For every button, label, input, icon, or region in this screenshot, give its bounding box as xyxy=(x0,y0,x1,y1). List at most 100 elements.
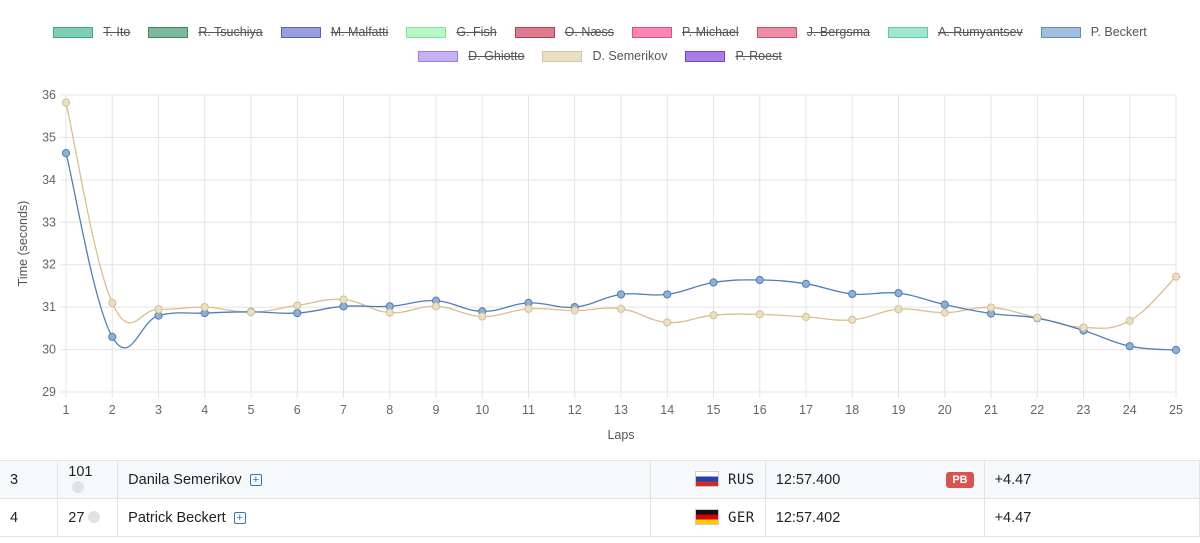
x-tick-label: 11 xyxy=(522,403,535,417)
data-point xyxy=(1033,313,1042,322)
legend-label: G. Fish xyxy=(456,25,497,39)
x-tick-label: 9 xyxy=(433,403,440,417)
position: 3 xyxy=(10,471,19,488)
legend-label: A. Rumyantsev xyxy=(937,25,1023,39)
x-tick-label: 17 xyxy=(799,403,813,417)
legend-label: J. Bergsma xyxy=(806,25,870,39)
expand-plus-icon[interactable]: + xyxy=(249,473,262,486)
data-point xyxy=(61,149,71,158)
x-tick-label: 22 xyxy=(1030,403,1044,417)
x-tick-label: 19 xyxy=(892,403,906,417)
skater-name: Patrick Beckert xyxy=(128,509,226,526)
data-point xyxy=(894,289,903,298)
legend-label: O. Næss xyxy=(564,25,614,39)
status-dot-icon xyxy=(72,480,85,493)
data-point xyxy=(709,278,718,287)
legend-item[interactable]: P. Beckert xyxy=(1040,25,1147,39)
x-tick-label: 18 xyxy=(845,403,859,417)
data-point xyxy=(339,302,348,311)
x-tick-label: 16 xyxy=(753,403,767,417)
legend-item[interactable]: T. Ito xyxy=(53,25,130,39)
y-axis-title: Time (seconds) xyxy=(16,201,30,287)
skater-name: Danila Semerikov xyxy=(128,471,242,488)
personal-best-badge: PB xyxy=(946,471,974,488)
data-point xyxy=(246,308,256,317)
x-tick-label: 1 xyxy=(63,403,70,417)
y-tick-label: 33 xyxy=(42,215,56,229)
data-point xyxy=(524,304,533,313)
nation-code: RUS xyxy=(727,472,755,488)
y-tick-label: 34 xyxy=(42,173,56,187)
y-tick-label: 31 xyxy=(42,300,56,314)
data-point xyxy=(894,305,903,314)
x-tick-label: 4 xyxy=(201,403,208,417)
results-cell: Patrick Beckert + xyxy=(117,498,651,537)
data-point xyxy=(293,301,302,310)
legend-swatch xyxy=(631,26,672,38)
finish-time: 12:57.402 xyxy=(775,509,841,526)
x-tick-label: 24 xyxy=(1123,403,1137,417)
results-row[interactable]: 4 27 Patrick Beckert + GER 12:57.402 +4.47 xyxy=(0,498,1200,537)
legend-swatch xyxy=(756,26,797,38)
results-cell: 12:57.402 xyxy=(765,498,985,537)
country-flag-icon xyxy=(694,509,719,525)
legend-item[interactable]: G. Fish xyxy=(406,25,497,39)
legend-swatch xyxy=(418,50,459,62)
legend-label: D. Ghiotto xyxy=(468,49,525,63)
data-point xyxy=(1171,272,1181,281)
data-point xyxy=(200,303,209,312)
data-point xyxy=(848,289,857,299)
legend-label: P. Michael xyxy=(681,25,739,39)
legend-label: D. Semerikov xyxy=(592,49,668,63)
data-point xyxy=(385,308,394,317)
y-tick-label: 30 xyxy=(42,343,56,357)
finish-time: 12:57.400 xyxy=(775,471,841,488)
data-point xyxy=(108,332,117,341)
legend-item[interactable]: A. Rumyantsev xyxy=(887,25,1023,39)
nation-code: GER xyxy=(727,510,755,526)
legend-item[interactable]: O. Næss xyxy=(514,25,614,39)
data-point xyxy=(616,304,626,313)
time-gap: +4.47 xyxy=(994,471,1032,488)
data-point xyxy=(570,306,579,315)
legend-item[interactable]: M. Malfatti xyxy=(280,25,388,39)
x-tick-label: 6 xyxy=(294,403,301,417)
x-tick-label: 8 xyxy=(386,403,393,417)
x-tick-label: 21 xyxy=(984,403,998,417)
x-tick-label: 23 xyxy=(1077,403,1091,417)
legend-item[interactable]: D. Ghiotto xyxy=(418,49,524,63)
legend-swatch xyxy=(1040,26,1081,38)
chart-series xyxy=(61,98,1181,355)
results-table: 3 101 Danila Semerikov + RUS 12:57.400 PB +4.47… xyxy=(0,460,1200,537)
data-point xyxy=(848,315,857,324)
legend-item[interactable]: R. Tsuchiya xyxy=(148,25,263,39)
data-point xyxy=(1125,342,1134,351)
data-point xyxy=(108,298,117,307)
results-cell: 4 xyxy=(0,498,59,537)
data-point xyxy=(431,302,441,311)
y-tick-label: 32 xyxy=(42,258,56,272)
legend-item[interactable]: P. Roest xyxy=(685,49,782,63)
expand-plus-icon[interactable]: + xyxy=(233,511,246,524)
legend-item[interactable]: J. Bergsma xyxy=(756,25,870,39)
x-axis-ticks: 1 2 3 4 5 6 7 8 9 10 11 12 13 14 15 16 17 18 19 20 21 22 23 24 2… xyxy=(63,403,1183,417)
legend-row: D. Ghiotto D. Semerikov P. Roest xyxy=(0,44,1200,68)
legend-label: T. Ito xyxy=(103,25,131,39)
data-point xyxy=(940,300,949,309)
x-tick-label: 15 xyxy=(707,403,721,417)
chart-legend: T. Ito R. Tsuchiya M. Malfatti G. Fish O. Næ… xyxy=(0,20,1200,68)
legend-swatch xyxy=(887,26,928,38)
x-axis-title: Laps xyxy=(607,428,634,442)
data-point xyxy=(293,308,302,318)
results-row[interactable]: 3 101 Danila Semerikov + RUS 12:57.400 PB +4.47 xyxy=(0,460,1200,499)
data-point xyxy=(1079,323,1088,332)
results-cell: +4.47 xyxy=(984,498,1200,537)
time-gap: +4.47 xyxy=(994,509,1032,526)
legend-item[interactable]: D. Semerikov xyxy=(542,49,667,63)
data-point xyxy=(616,290,626,299)
data-point xyxy=(755,275,764,285)
legend-item[interactable]: P. Michael xyxy=(631,25,739,39)
x-tick-label: 7 xyxy=(340,403,347,417)
y-tick-label: 36 xyxy=(42,88,56,102)
